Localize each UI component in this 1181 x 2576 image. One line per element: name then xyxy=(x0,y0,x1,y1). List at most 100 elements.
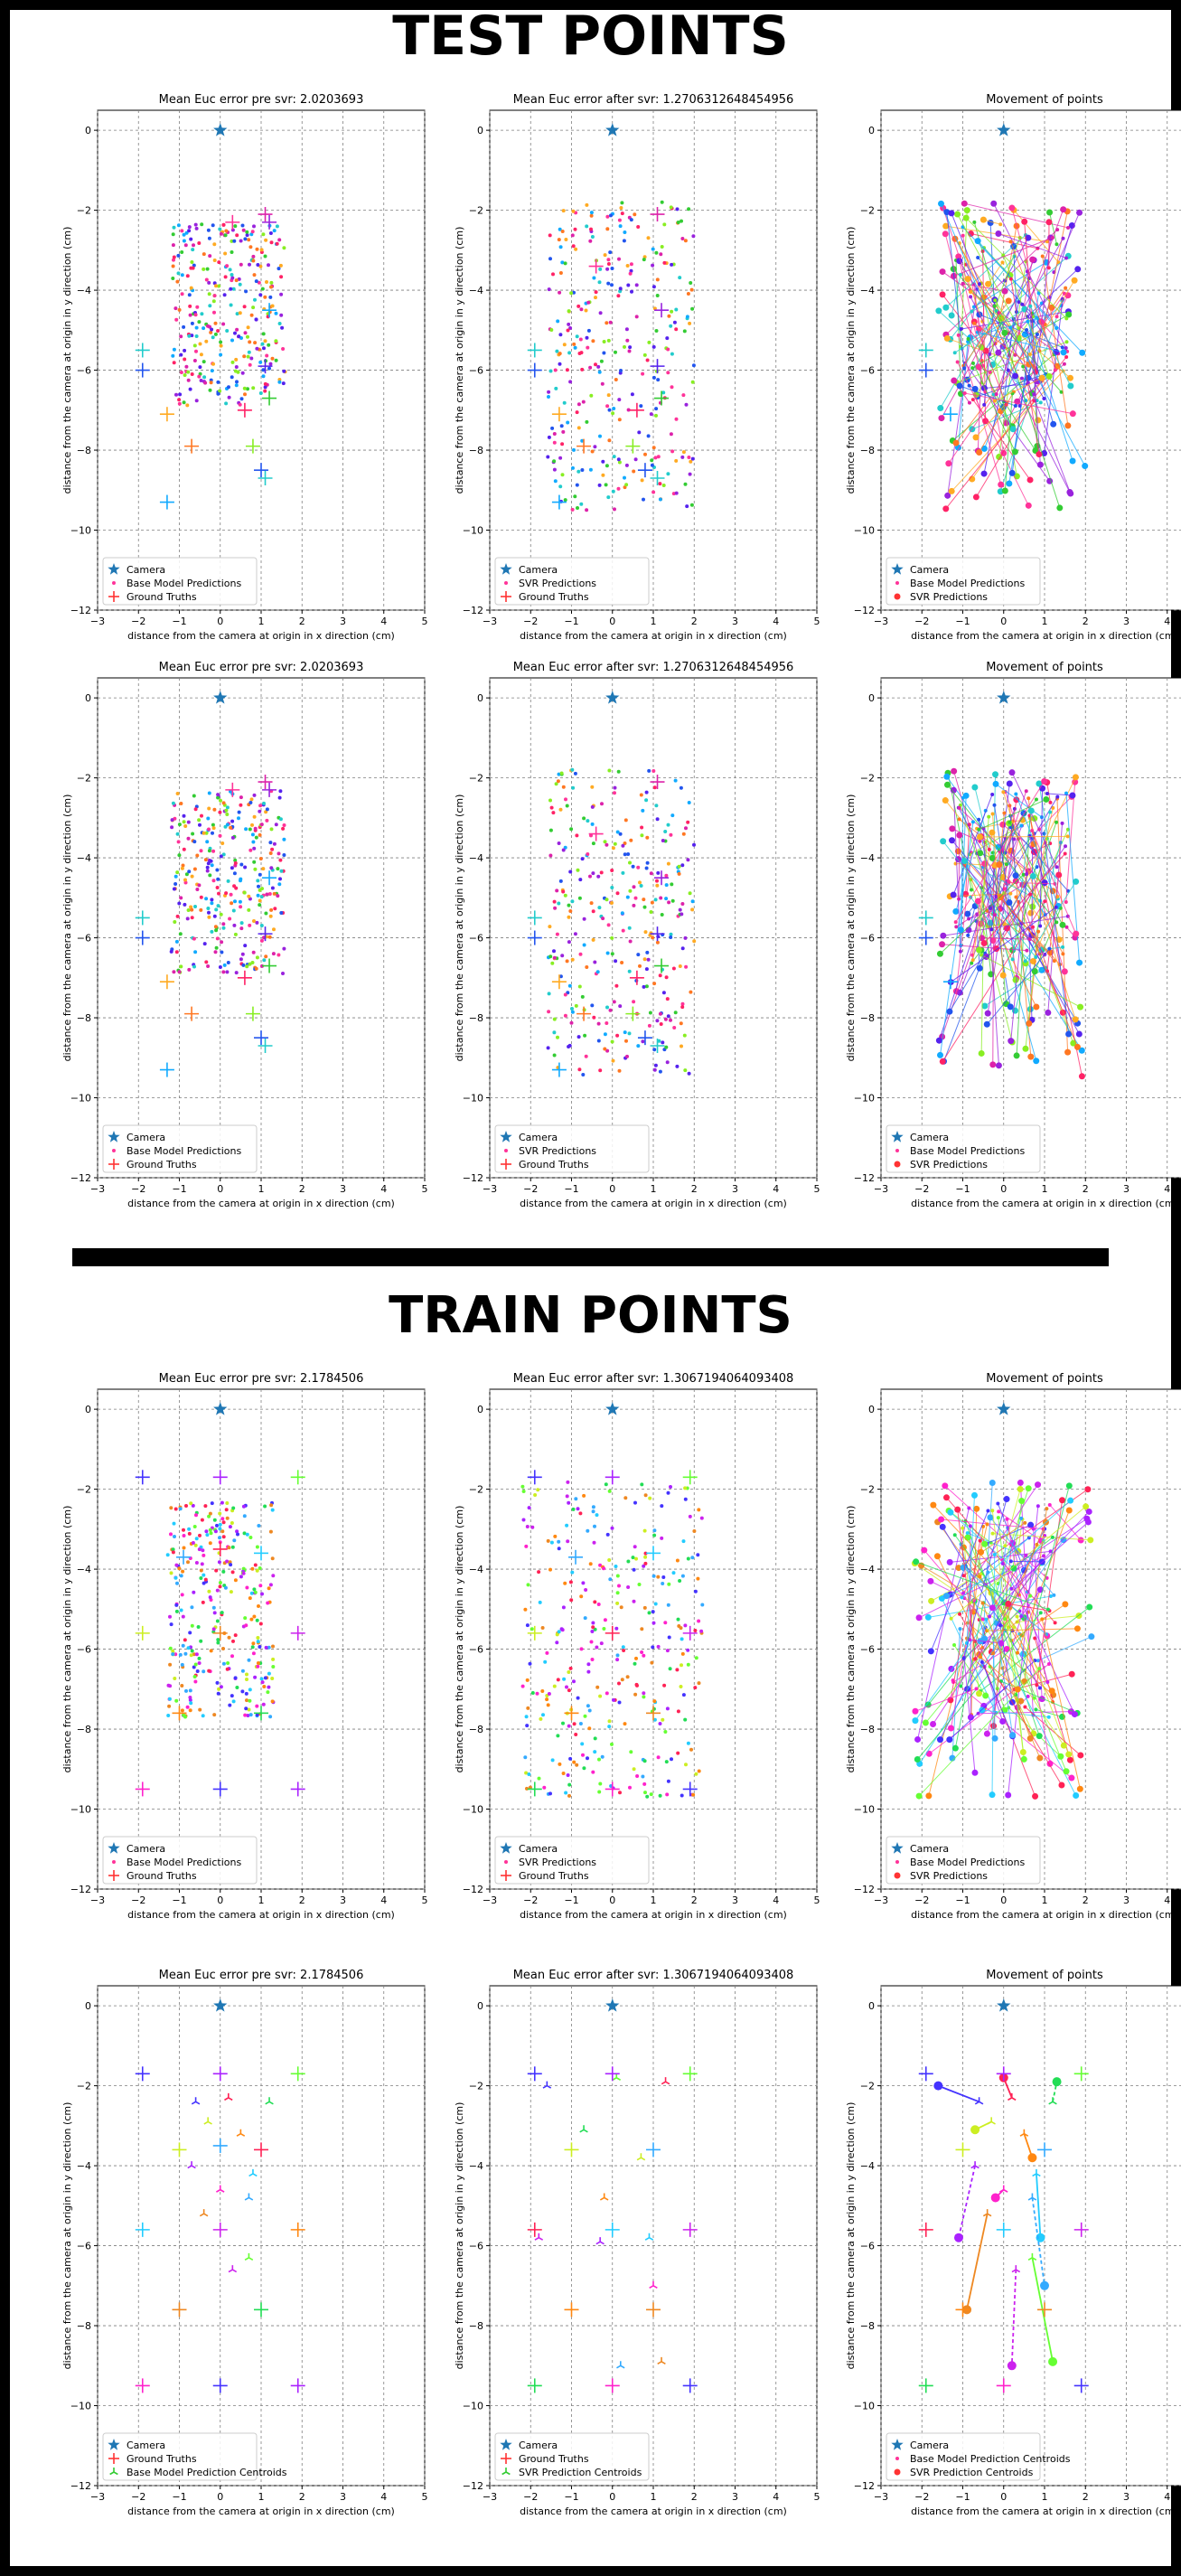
centroid-marker xyxy=(187,2161,196,2169)
svr-point xyxy=(977,850,984,857)
prediction-point xyxy=(669,935,673,939)
prediction-point xyxy=(556,319,560,324)
svr-point xyxy=(1027,807,1035,814)
prediction-point xyxy=(650,1660,654,1665)
prediction-point xyxy=(550,1758,555,1763)
svr-point xyxy=(984,1010,991,1017)
prediction-point xyxy=(567,351,572,355)
svr-point xyxy=(983,1730,990,1737)
svr-point xyxy=(1066,374,1073,381)
prediction-point xyxy=(278,789,283,794)
prediction-point xyxy=(194,325,199,330)
x-tick-label: −3 xyxy=(874,1894,888,1906)
prediction-point xyxy=(267,1685,271,1689)
prediction-point xyxy=(552,440,557,445)
svr-point xyxy=(989,1604,996,1612)
prediction-point xyxy=(255,1704,259,1708)
prediction-point xyxy=(567,322,571,326)
y-axis-label: distance from the camera at origin in y … xyxy=(61,1506,73,1773)
movement-line xyxy=(1049,1504,1082,1541)
prediction-point xyxy=(650,463,654,467)
svr-point xyxy=(922,1719,929,1726)
prediction-point xyxy=(184,364,189,369)
prediction-point xyxy=(207,915,211,919)
base-point xyxy=(970,961,974,965)
prediction-point xyxy=(181,1614,185,1619)
movement-line xyxy=(957,1509,977,1659)
svr-point xyxy=(960,1564,967,1571)
prediction-point xyxy=(225,823,230,827)
prediction-point xyxy=(171,353,175,358)
movement-line xyxy=(914,1688,977,1712)
prediction-point xyxy=(598,434,602,438)
prediction-point xyxy=(253,1675,258,1679)
movement-line xyxy=(992,1555,1026,1609)
prediction-point xyxy=(221,926,226,930)
prediction-point xyxy=(640,1482,644,1487)
prediction-point xyxy=(654,329,659,333)
prediction-point xyxy=(230,375,234,380)
prediction-point xyxy=(256,879,260,883)
prediction-point xyxy=(182,324,186,329)
svr-point xyxy=(1010,1565,1017,1572)
prediction-point xyxy=(228,268,232,272)
prediction-point xyxy=(271,1574,276,1578)
prediction-point xyxy=(207,827,211,832)
prediction-point xyxy=(168,1646,173,1650)
prediction-point xyxy=(689,281,693,285)
x-tick-label: 2 xyxy=(299,616,305,627)
prediction-point xyxy=(610,1742,614,1746)
base-point xyxy=(1024,1553,1028,1557)
movement-line xyxy=(1024,1669,1067,1772)
prediction-point xyxy=(272,841,277,846)
data-layer xyxy=(135,1998,305,2393)
y-tick-label: 0 xyxy=(868,2000,875,2012)
base-point xyxy=(968,1524,972,1528)
svr-point xyxy=(1005,297,1012,305)
movement-line xyxy=(951,1506,1086,1620)
prediction-point xyxy=(267,366,271,371)
svr-point xyxy=(1001,287,1008,295)
y-tick-label: −6 xyxy=(77,1644,91,1656)
x-tick-label: 4 xyxy=(380,616,387,627)
x-tick-label: 0 xyxy=(217,1894,223,1906)
prediction-point xyxy=(248,340,252,344)
prediction-point xyxy=(570,1007,574,1011)
prediction-point xyxy=(197,320,202,324)
prediction-point xyxy=(173,1507,178,1511)
prediction-point xyxy=(661,390,666,395)
prediction-point xyxy=(570,233,575,238)
base-centroid xyxy=(982,2209,992,2217)
prediction-point xyxy=(651,263,655,268)
prediction-point xyxy=(603,840,607,844)
prediction-point xyxy=(597,483,602,487)
y-axis-label: distance from the camera at origin in y … xyxy=(454,794,465,1062)
base-point xyxy=(1046,266,1051,270)
base-point xyxy=(1026,1694,1030,1698)
prediction-point xyxy=(587,1726,592,1731)
prediction-point xyxy=(562,400,567,405)
svr-point xyxy=(1033,1058,1040,1065)
prediction-point xyxy=(577,984,582,989)
prediction-point xyxy=(681,450,686,455)
prediction-point xyxy=(256,263,260,267)
prediction-point xyxy=(520,1484,525,1489)
svr-point xyxy=(1011,448,1018,456)
prediction-point xyxy=(634,1656,638,1660)
prediction-point xyxy=(692,842,696,847)
prediction-point xyxy=(216,1691,220,1696)
legend-box xyxy=(494,1124,650,1173)
prediction-point xyxy=(576,868,580,872)
prediction-point xyxy=(566,420,570,425)
movement-line xyxy=(980,1482,993,1667)
x-tick-label: 1 xyxy=(258,2491,265,2503)
base-centroid xyxy=(999,2185,1008,2193)
prediction-point xyxy=(681,1693,686,1697)
base-point xyxy=(1023,959,1027,964)
prediction-point xyxy=(242,305,247,309)
x-tick-label: 2 xyxy=(1083,1894,1089,1906)
y-tick-label: −4 xyxy=(77,1564,91,1575)
prediction-point xyxy=(632,469,636,474)
prediction-point xyxy=(590,1003,595,1008)
prediction-point xyxy=(243,1713,248,1717)
